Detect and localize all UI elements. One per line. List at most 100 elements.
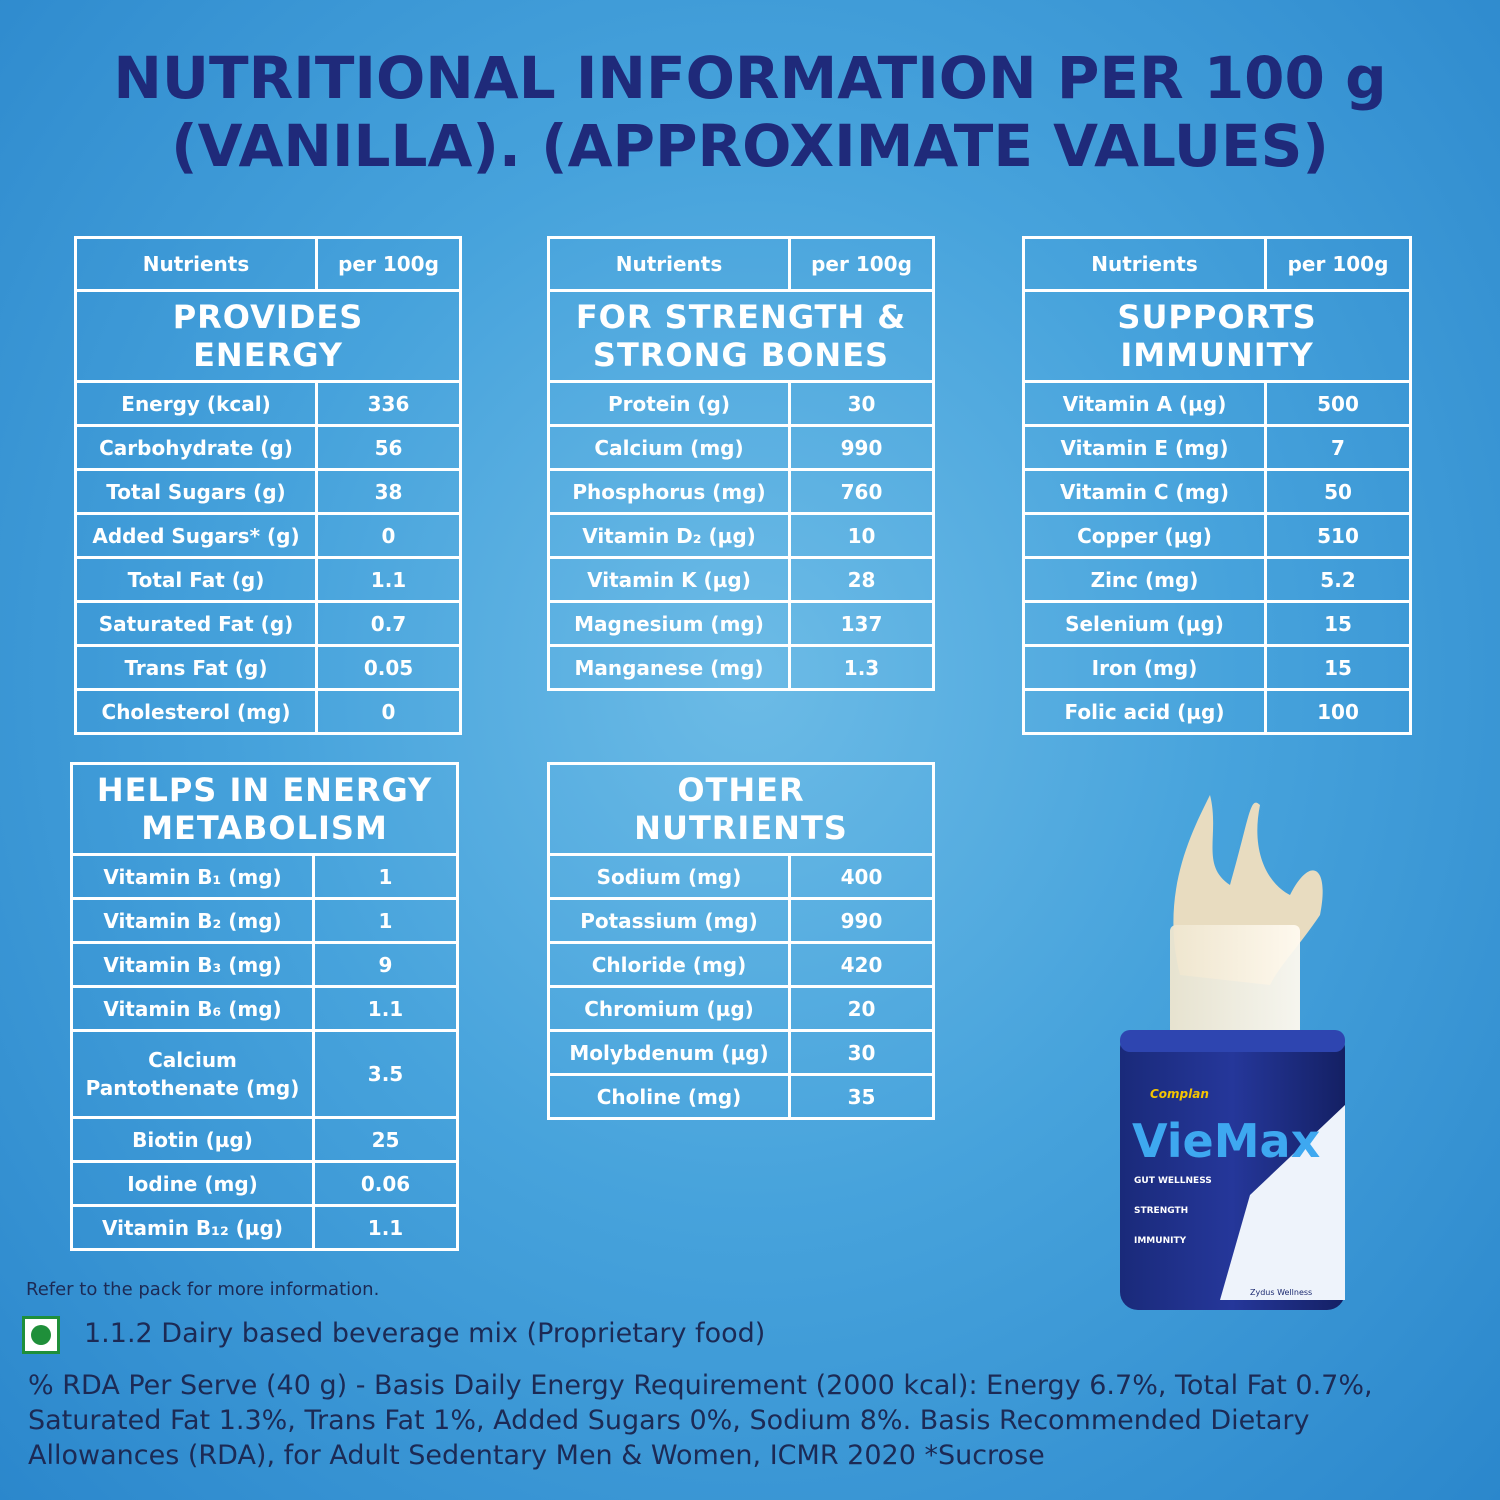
rda-line: Saturated Fat 1.3%, Trans Fat 1%, Added … bbox=[28, 1405, 1310, 1436]
nutrient-name: Total Fat (g) bbox=[77, 559, 318, 600]
nutrition-table: HELPS IN ENERGY METABOLISM Vitamin B₁ (mg… bbox=[70, 762, 459, 1251]
column-header: per 100g bbox=[1287, 252, 1389, 276]
nutrient-row: Vitamin B₁ (mg) 1 bbox=[73, 853, 456, 897]
nutrition-table: Nutrients per 100g FOR STRENGTH & STRONG B… bbox=[547, 236, 935, 691]
claim: GUT WELLNESS bbox=[1134, 1176, 1212, 1186]
nutrient-name: Chromium (µg) bbox=[550, 988, 791, 1029]
nutrient-row: Molybdenum (µg) 30 bbox=[550, 1029, 932, 1073]
section-heading-row: HELPS IN ENERGY METABOLISM bbox=[73, 765, 456, 853]
title: NUTRITIONAL INFORMATION PER 100 g (VANIL… bbox=[0, 44, 1500, 180]
footnote: Refer to the pack for more information. bbox=[26, 1279, 380, 1300]
table-header-row: Nutrients per 100g bbox=[550, 239, 932, 289]
nutrient-name: Zinc (mg) bbox=[1025, 559, 1267, 600]
nutrient-row: Vitamin C (mg) 50 bbox=[1025, 468, 1409, 512]
rda-note: % RDA Per Serve (40 g) - Basis Daily Ene… bbox=[28, 1368, 1373, 1473]
nutrient-value: 15 bbox=[1324, 655, 1352, 680]
nutrient-value: 3.5 bbox=[367, 1062, 404, 1086]
nutrient-row: Vitamin A (µg) 500 bbox=[1025, 380, 1409, 424]
nutrient-row: Potassium (mg) 990 bbox=[550, 897, 932, 941]
nutrient-name: Molybdenum (µg) bbox=[550, 1032, 791, 1073]
nutrient-value: 35 bbox=[847, 1084, 876, 1109]
nutrient-value: 28 bbox=[847, 567, 876, 592]
nutrient-value: 15 bbox=[1324, 611, 1352, 636]
jar-lid bbox=[1120, 1030, 1345, 1052]
nutrient-name: Sodium (mg) bbox=[550, 856, 791, 897]
nutrient-row: Vitamin B₁₂ (µg) 1.1 bbox=[73, 1204, 456, 1248]
rda-line: Allowances (RDA), for Adult Sedentary Me… bbox=[28, 1440, 1045, 1471]
nutrient-row: Vitamin B₆ (mg) 1.1 bbox=[73, 985, 456, 1029]
nutrient-row: Selenium (µg) 15 bbox=[1025, 600, 1409, 644]
nutrient-name: Cholesterol (mg) bbox=[77, 691, 318, 732]
nutrient-value: 500 bbox=[1317, 391, 1359, 416]
nutrient-value: 0 bbox=[381, 699, 396, 724]
nutrient-value: 5.2 bbox=[1320, 567, 1356, 592]
nutrition-table: Nutrients per 100g SUPPORTS IMMUNITY Vitami… bbox=[1022, 236, 1412, 735]
nutrient-row: Chloride (mg) 420 bbox=[550, 941, 932, 985]
column-header: per 100g bbox=[811, 252, 912, 276]
nutrient-value: 1 bbox=[378, 864, 393, 889]
nutrition-table: Nutrients per 100g PROVIDES ENERGY Energy (… bbox=[74, 236, 462, 735]
nutrient-name: Vitamin D₂ (µg) bbox=[550, 515, 791, 556]
nutrient-value: 100 bbox=[1317, 699, 1359, 724]
nutrient-row: Vitamin E (mg) 7 bbox=[1025, 424, 1409, 468]
nutrient-row: Carbohydrate (g) 56 bbox=[77, 424, 459, 468]
nutrient-value: 9 bbox=[378, 952, 393, 977]
nutrient-name: Carbohydrate (g) bbox=[77, 427, 318, 468]
column-header: Nutrients bbox=[77, 239, 318, 289]
product-name: VieMax bbox=[1132, 1114, 1320, 1168]
nutrient-value: 0.7 bbox=[370, 611, 407, 636]
section-heading: HELPS IN ENERGY METABOLISM bbox=[96, 771, 433, 847]
nutrient-name: Magnesium (mg) bbox=[550, 603, 791, 644]
column-header: Nutrients bbox=[1025, 239, 1267, 289]
nutrient-value: 30 bbox=[847, 1040, 876, 1065]
nutrient-name: Calcium Pantothenate (mg) bbox=[73, 1032, 315, 1116]
nutrient-value: 990 bbox=[840, 435, 883, 460]
nutrient-value: 56 bbox=[374, 435, 403, 460]
nutrition-table: OTHER NUTRIENTS Sodium (mg) 400 Potassium (… bbox=[547, 762, 935, 1120]
nutrient-value: 137 bbox=[840, 611, 883, 636]
rda-line: % RDA Per Serve (40 g) - Basis Daily Ene… bbox=[28, 1370, 1373, 1401]
nutrient-value: 50 bbox=[1324, 479, 1352, 504]
nutrient-row: Phosphorus (mg) 760 bbox=[550, 468, 932, 512]
column-header: per 100g bbox=[338, 252, 439, 276]
table-header-row: Nutrients per 100g bbox=[1025, 239, 1409, 289]
nutrient-value: 20 bbox=[847, 996, 876, 1021]
nutrient-name: Vitamin B₃ (mg) bbox=[73, 944, 315, 985]
nutrient-name: Copper (µg) bbox=[1025, 515, 1267, 556]
nutrient-row: Energy (kcal) 336 bbox=[77, 380, 459, 424]
nutrient-row: Vitamin K (µg) 28 bbox=[550, 556, 932, 600]
nutrient-row: Cholesterol (mg) 0 bbox=[77, 688, 459, 732]
nutrient-row: Sodium (mg) 400 bbox=[550, 853, 932, 897]
nutrient-row: Iodine (mg) 0.06 bbox=[73, 1160, 456, 1204]
nutrient-name: Manganese (mg) bbox=[550, 647, 791, 688]
nutrient-name: Trans Fat (g) bbox=[77, 647, 318, 688]
nutrient-row: Vitamin B₂ (mg) 1 bbox=[73, 897, 456, 941]
nutrient-name: Added Sugars* (g) bbox=[77, 515, 318, 556]
nutrient-row: Total Sugars (g) 38 bbox=[77, 468, 459, 512]
veg-label: 1.1.2 Dairy based beverage mix (Propriet… bbox=[84, 1318, 766, 1349]
nutrient-row: Protein (g) 30 bbox=[550, 380, 932, 424]
nutrient-name: Vitamin B₁₂ (µg) bbox=[73, 1207, 315, 1248]
claim: IMMUNITY bbox=[1134, 1236, 1187, 1246]
veg-dot bbox=[31, 1325, 51, 1345]
section-heading-row: PROVIDES ENERGY bbox=[77, 289, 459, 380]
nutrient-name: Folic acid (µg) bbox=[1025, 691, 1267, 732]
nutrient-value: 7 bbox=[1331, 435, 1345, 460]
nutrient-value: 0 bbox=[381, 523, 396, 548]
nutrient-value: 30 bbox=[847, 391, 876, 416]
nutrient-value: 38 bbox=[374, 479, 403, 504]
nutrient-row: Biotin (µg) 25 bbox=[73, 1116, 456, 1160]
nutrient-row: Calcium Pantothenate (mg) 3.5 bbox=[73, 1029, 456, 1116]
nutrient-value: 400 bbox=[840, 864, 883, 889]
section-heading: PROVIDES ENERGY bbox=[172, 298, 364, 374]
nutrient-row: Zinc (mg) 5.2 bbox=[1025, 556, 1409, 600]
nutrient-name: Iron (mg) bbox=[1025, 647, 1267, 688]
nutrient-row: Vitamin D₂ (µg) 10 bbox=[550, 512, 932, 556]
section-heading-row: FOR STRENGTH & STRONG BONES bbox=[550, 289, 932, 380]
nutrient-row: Copper (µg) 510 bbox=[1025, 512, 1409, 556]
section-heading: OTHER NUTRIENTS bbox=[634, 771, 848, 847]
nutrient-value: 10 bbox=[847, 523, 876, 548]
nutrient-value: 1.3 bbox=[843, 655, 880, 680]
nutrient-name: Phosphorus (mg) bbox=[550, 471, 791, 512]
